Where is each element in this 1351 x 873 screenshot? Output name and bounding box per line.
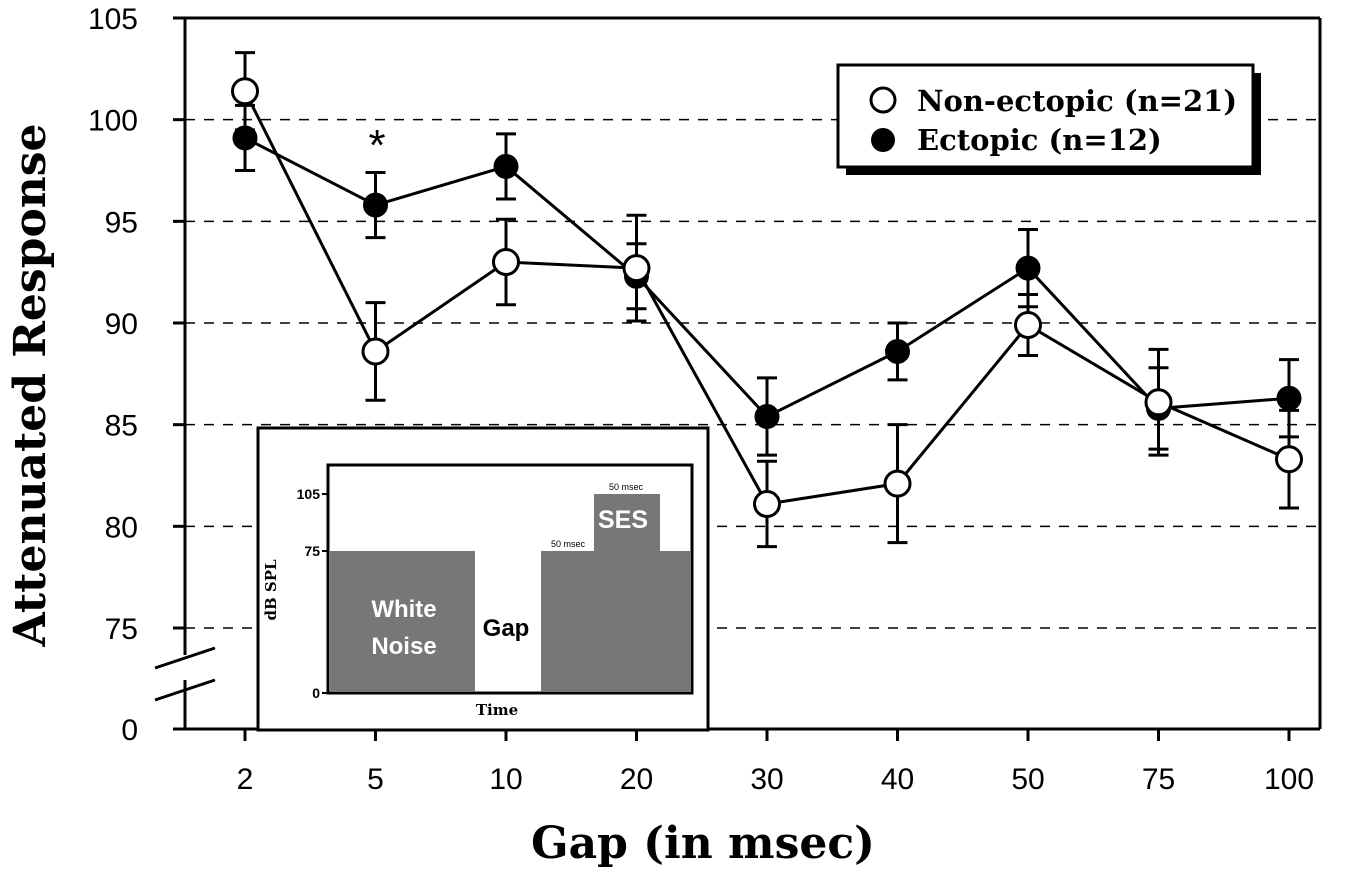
data-point-non-ectopic	[1144, 388, 1173, 417]
data-point-non-ectopic	[231, 77, 259, 106]
data-point-non-ectopic	[622, 254, 651, 283]
inset-label-gap: Gap	[483, 615, 530, 642]
x-tick-label: 5	[367, 763, 384, 796]
data-point-ectopic	[885, 338, 910, 364]
axes: 0 75 80 85 90 95 100 105 2 5 10 20 30 40 50 75 100	[88, 3, 1322, 796]
data-point-ectopic	[493, 153, 519, 179]
y-tick-label: 95	[105, 206, 138, 239]
y-tick-label: 0	[121, 714, 138, 747]
inset-tick-0: 0	[312, 685, 320, 701]
data-point-non-ectopic	[753, 489, 781, 518]
data-point-non-ectopic	[1275, 445, 1303, 474]
inset-y-label: dB SPL	[262, 559, 280, 621]
x-axis-label: Gap (in msec)	[531, 818, 875, 869]
y-tick-label: 90	[105, 308, 138, 341]
data-point-non-ectopic	[361, 337, 390, 366]
inset-ses-block	[594, 494, 660, 552]
inset-tick-75: 75	[304, 543, 320, 559]
legend-label-non-ectopic: Non-ectopic (n=21)	[917, 84, 1237, 118]
series-layer	[231, 51, 1303, 549]
data-point-ectopic	[1276, 385, 1302, 411]
x-tick-label: 50	[1011, 763, 1044, 796]
data-point-non-ectopic	[883, 469, 912, 498]
inset-x-label: Time	[476, 701, 518, 719]
data-point-non-ectopic	[1014, 311, 1042, 340]
legend-marker-ectopic	[871, 128, 895, 152]
data-point-non-ectopic	[492, 248, 520, 276]
x-tick-label: 40	[881, 763, 914, 796]
legend: Non-ectopic (n=21) Ectopic (n=12)	[836, 63, 1261, 175]
data-point-ectopic	[363, 192, 388, 218]
x-tick-label: 30	[750, 763, 783, 796]
axis-break-mark	[154, 678, 216, 702]
y-tick-label: 105	[88, 3, 138, 36]
y-tick-label: 85	[105, 410, 138, 443]
series-line-ectopic	[244, 136, 1290, 419]
inset-label-duration-2: 50 msec	[609, 482, 644, 492]
inset-diagram: 105 75 0 dB SPL Time White Noise Gap SES…	[256, 426, 710, 732]
data-point-ectopic	[232, 125, 258, 151]
data-point-ectopic	[1015, 255, 1041, 281]
inset-label-ses: SES	[598, 506, 648, 534]
inset-label-duration-1: 50 msec	[551, 539, 586, 549]
inset-tick-105: 105	[297, 486, 321, 502]
inset-label-noise: Noise	[371, 633, 436, 660]
legend-marker-non-ectopic	[869, 86, 897, 114]
y-tick-label: 75	[105, 613, 138, 646]
significance-annotation: *	[368, 121, 385, 170]
axis-break-mark	[154, 646, 216, 670]
x-tick-label: 2	[237, 763, 254, 796]
y-axis-label: Attenuated Response	[5, 123, 56, 647]
inset-noise-block	[330, 551, 475, 692]
x-tick-label: 75	[1142, 763, 1175, 796]
y-tick-label: 100	[88, 105, 138, 138]
inset-post-gap-block	[541, 551, 691, 692]
legend-label-ectopic: Ectopic (n=12)	[917, 123, 1162, 157]
x-tick-label: 20	[620, 763, 653, 796]
x-tick-label: 10	[489, 763, 522, 796]
inset-label-white: White	[371, 596, 436, 623]
y-tick-label: 80	[105, 511, 138, 544]
data-point-ectopic	[754, 404, 780, 430]
x-tick-label: 100	[1264, 763, 1314, 796]
